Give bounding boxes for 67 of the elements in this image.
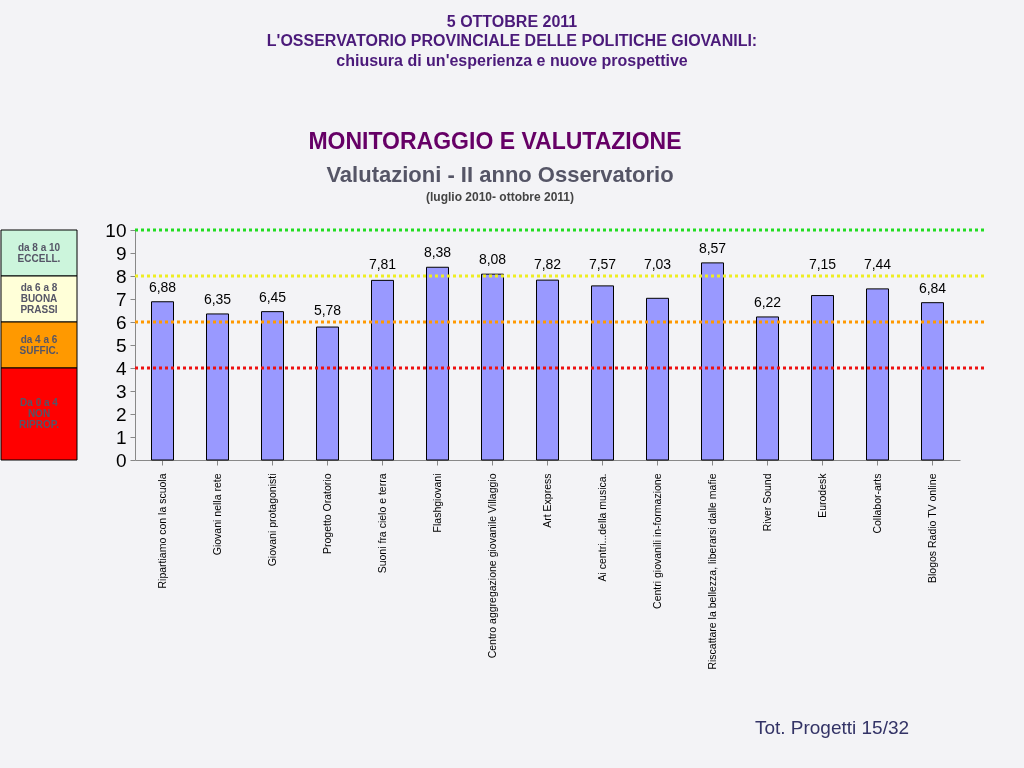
bar	[811, 295, 834, 461]
data-label: 7,44	[863, 256, 892, 272]
y-tick-label: 5	[115, 334, 127, 356]
bar	[921, 302, 944, 461]
x-tick-label: Flashgiovani	[430, 473, 443, 533]
text: da 8 a 10 ECCELL.	[17, 241, 61, 264]
bar	[701, 262, 724, 461]
x-tick-label: Riscattare la bellezza, liberarsi dalle mafie	[705, 473, 718, 670]
bar	[206, 313, 229, 461]
bar	[261, 311, 284, 461]
bar	[151, 301, 174, 461]
text: chiusura di un'esperienza e nuove prospettive	[336, 52, 688, 69]
x-tick-label: Centro aggregazione giovanile Villaggio	[485, 473, 498, 659]
x-tick-label: River Sound	[760, 473, 773, 532]
data-label: 6,22	[753, 293, 782, 310]
y-tick-label: 0	[115, 449, 127, 471]
x-tick-label: Ai centri...della musica.	[595, 473, 608, 582]
y-tick-label: 9	[115, 242, 127, 264]
y-tick-label: 4	[115, 357, 127, 379]
bar	[371, 279, 394, 461]
x-tick-label: Eurodesk	[815, 472, 828, 518]
bar	[866, 288, 889, 461]
data-label: 6,84	[918, 279, 947, 296]
x-tick-label: Art Express	[540, 473, 553, 528]
data-label: 6,88	[148, 278, 177, 295]
chart-title: MONITORAGGIO E VALUTAZIONE	[308, 128, 682, 154]
bar	[646, 297, 669, 461]
x-tick-label: Suoni fra cielo e terra	[375, 473, 388, 574]
bar	[426, 266, 449, 461]
text: da 4 a 6 SUFFIC.	[19, 333, 59, 356]
x-tick-label: Centri giovanili in-formazione	[650, 473, 663, 609]
data-label: 7,57	[588, 256, 617, 272]
bar	[316, 326, 339, 461]
y-tick-label: 1	[115, 426, 127, 448]
y-tick-label: 8	[115, 265, 127, 287]
data-label: 8,08	[478, 251, 507, 268]
data-label: 7,15	[808, 256, 837, 272]
data-label: 6,45	[258, 288, 287, 305]
data-label: 7,81	[368, 256, 397, 272]
bar	[591, 285, 614, 461]
text: 5 OTTOBRE 2011	[446, 13, 578, 30]
data-label: 5,78	[313, 302, 342, 318]
x-tick-label: Ripartiamo con la scuola	[155, 473, 168, 589]
data-label: 8,57	[698, 239, 727, 256]
chart-subtitle: Valutazioni - II anno Osservatorio	[326, 162, 674, 187]
data-label: 7,03	[643, 256, 672, 272]
text: Da 0 a 4 NON RIPROP.	[19, 397, 60, 430]
data-label: 7,82	[533, 256, 562, 272]
x-tick-label: Collabor-arts	[870, 473, 883, 534]
text: da 6 a 8 BUONA PRASSI	[20, 282, 58, 315]
x-tick-label: Blogos Radio TV online	[925, 473, 938, 584]
x-tick-label: Progetto Oratorio	[320, 473, 333, 555]
text: Tot. Progetti 15/32	[754, 717, 910, 738]
y-tick-label: 7	[115, 288, 127, 310]
text: (luglio 2010- ottobre 2011)	[425, 190, 575, 204]
bar	[481, 273, 504, 461]
bar	[756, 316, 779, 461]
data-label: 6,35	[203, 290, 232, 307]
x-tick-label: Giovani nella rete	[210, 473, 223, 556]
text: L'OSSERVATORIO PROVINCIALE DELLE POLITICHE GIOVANILI:	[266, 32, 758, 49]
y-tick-label: 2	[115, 403, 127, 425]
bar	[536, 279, 559, 461]
y-tick-label: 3	[115, 380, 127, 402]
x-tick-label: Giovani protagonisti	[265, 473, 278, 567]
y-tick-label: 6	[115, 311, 127, 333]
y-tick-label: 10	[105, 219, 127, 241]
data-label: 8,38	[423, 244, 452, 261]
